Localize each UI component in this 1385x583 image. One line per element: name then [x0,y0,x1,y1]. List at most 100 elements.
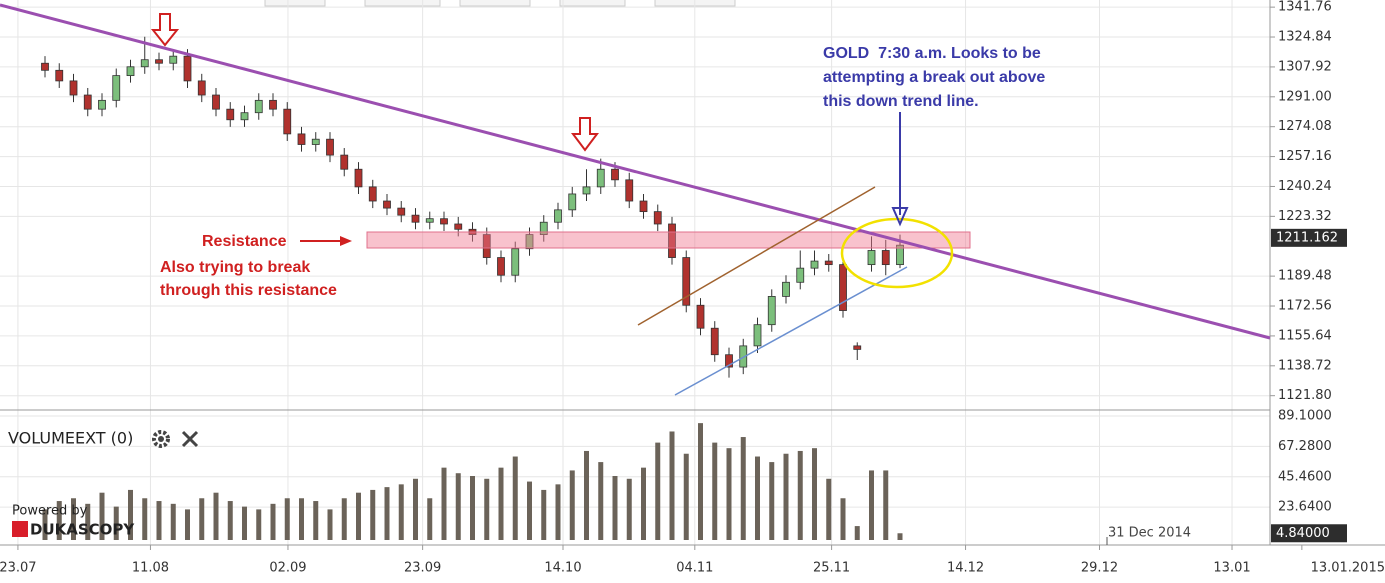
volume-bar [227,501,233,540]
settings-icon[interactable] [152,430,170,448]
brand-name: DUKASCOPY [30,521,135,539]
gold-note: attempting a break out above [823,69,1045,86]
volume-bar [170,503,176,540]
candle-body [411,214,420,223]
volume-bar [455,473,461,540]
candle-body [269,99,277,110]
candle-body [183,55,192,82]
gold-note: GOLD 7:30 a.m. Looks to be [823,45,1041,62]
volume-bar [113,506,119,540]
volume-bar [413,478,418,540]
volume-bar [555,484,561,540]
candle-body [725,354,733,368]
close-icon[interactable] [181,430,199,448]
candle-body [41,62,49,71]
y-tick-label: 1223.32 [1278,209,1332,224]
candle-body [653,211,662,225]
volume-bar [541,489,547,540]
y-tick-label: 1291.00 [1278,89,1332,104]
volume-bar [284,498,290,540]
candle-body [326,138,334,156]
candle-body [796,267,805,283]
candle-body [83,94,92,110]
volume-bar [99,492,105,540]
candle-body [112,75,121,101]
candle-body [212,94,220,110]
candle-body [568,193,577,211]
volume-bar [199,498,205,540]
volume-bar [812,448,817,540]
volume-bar [584,450,589,540]
candle-body [625,179,634,202]
candle-body [340,154,349,170]
volume-bar [826,478,832,540]
volume-bar [427,498,433,540]
volume-bar [755,456,760,540]
candle-body [368,186,377,202]
candle-body [454,223,463,230]
resistance-note: Also trying to break [160,259,310,276]
y-tick-label: 1341.76 [1278,0,1332,15]
volume-bar [470,476,475,540]
volume-bar [498,467,504,540]
volume-bar [299,498,304,540]
volume-bar [356,492,361,540]
candle-body [525,234,534,250]
candle-body [397,207,406,216]
candle-body [881,250,890,266]
resistance-note: through this resistance [160,282,337,299]
candle-body [440,218,448,225]
x-tick-label: 13.01.2015 [1311,561,1385,576]
candle-body [596,168,605,188]
volume-bar [384,487,390,540]
volume-bar [569,470,575,540]
candle-body [69,80,78,96]
candle-body [383,200,391,209]
last-price-label: 1211.162 [1276,230,1338,245]
volume-bar [626,478,632,540]
last-volume-label: 4.84000 [1276,526,1330,541]
candle-body [482,234,491,258]
volume-bar [370,489,376,540]
last-price-box [1271,228,1347,247]
x-tick-label: 29.12 [1081,561,1118,576]
resistance-arrow-head [340,236,352,246]
candle-body [240,112,249,121]
channel-upper [637,186,876,326]
volume-bar [327,509,333,540]
volume-bar [128,489,133,540]
candle-body [554,209,562,223]
candle-body [311,138,320,145]
candle-body [425,218,434,223]
y-tick-label: 1324.84 [1278,30,1332,45]
y-tick-label: 1138.72 [1278,358,1332,373]
x-tick-label: 14.12 [947,561,984,576]
candle-body [668,223,676,258]
volume-bar [854,526,860,540]
volume-bar [341,498,347,540]
grid [0,0,1270,545]
peak-arrow [150,13,180,47]
candle-body [98,99,106,110]
x-tick-label: 13.01 [1213,561,1250,576]
volume-bar [840,498,846,540]
down-trend-line [0,3,1271,340]
x-tick-label: 23.09 [404,561,441,576]
volume-bar [683,453,689,540]
y-tick-label: 1274.08 [1278,119,1332,134]
candle-body [782,281,790,297]
candle-body [55,69,64,82]
candle-body [853,345,862,350]
candle-body [639,200,648,213]
y-tick-label: 1307.92 [1278,59,1332,74]
candle-body [767,296,776,326]
y-tick-label: 67.2800 [1278,439,1332,454]
y-tick-label: 1155.64 [1278,328,1332,343]
date-marker: 31 Dec 2014 [1108,526,1191,541]
note-arrow-head [891,207,909,227]
volume-bar [71,498,76,540]
candle-body [169,55,178,64]
x-tick-label: 02.09 [269,561,306,576]
candle-body [682,257,691,306]
volume-bar [156,501,162,540]
